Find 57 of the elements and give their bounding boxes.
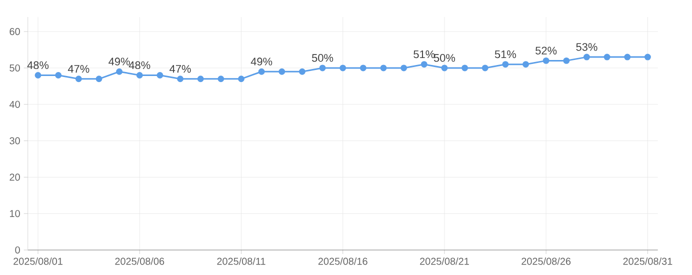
data-label: 52% <box>536 46 557 54</box>
point <box>604 54 610 60</box>
point <box>420 61 428 68</box>
x-tick-label: 2025/08/31 <box>623 258 672 265</box>
data-label: 48% <box>128 61 150 70</box>
data-label: 49% <box>250 58 272 66</box>
point <box>258 68 265 75</box>
point <box>298 68 306 75</box>
x-tick-label: 2025/08/16 <box>318 258 368 265</box>
point <box>360 64 366 72</box>
y-tick-label: 30 <box>10 137 20 144</box>
point <box>340 64 346 72</box>
y-tick-label: 50 <box>10 64 20 72</box>
point <box>55 72 62 78</box>
point <box>502 61 509 68</box>
point <box>380 64 387 72</box>
data-label: 53% <box>576 43 598 51</box>
y-tick-label: 40 <box>9 100 20 108</box>
point <box>197 76 204 82</box>
x-tick-label: 2025/08/26 <box>522 258 571 265</box>
data-label: 49% <box>108 58 130 66</box>
point <box>462 64 468 72</box>
data-label: 51% <box>414 50 435 58</box>
data-label: 50% <box>434 54 456 62</box>
x-tick-label: 2025/08/06 <box>115 258 164 265</box>
point <box>441 64 448 72</box>
point <box>177 76 184 82</box>
data-label: 47% <box>170 65 191 73</box>
point <box>238 76 244 82</box>
point <box>136 72 143 78</box>
point <box>75 76 82 82</box>
data-label: 50% <box>312 54 334 62</box>
x-tick-label: 2025/08/21 <box>420 258 469 265</box>
point <box>542 57 550 64</box>
data-label: 51% <box>494 50 516 58</box>
point <box>400 64 408 72</box>
y-tick-label: 10 <box>10 210 20 218</box>
y-tick-label: 20 <box>10 174 20 181</box>
y-tick-label: 60 <box>10 28 20 36</box>
point <box>563 57 570 64</box>
point <box>482 64 488 72</box>
point <box>624 54 631 60</box>
data-label: 48% <box>27 61 49 70</box>
point <box>644 54 651 60</box>
y-tick-label: 0 <box>15 246 20 254</box>
x-tick-label: 2025/08/01 <box>14 258 62 265</box>
x-tick-label: 2025/08/11 <box>217 258 266 265</box>
point <box>583 54 590 60</box>
point <box>34 72 42 78</box>
data-label: 47% <box>68 65 90 73</box>
point <box>319 64 326 72</box>
point <box>116 68 123 75</box>
point <box>96 76 102 82</box>
point <box>278 68 286 75</box>
point <box>522 61 529 68</box>
point <box>156 72 164 78</box>
point <box>218 76 224 82</box>
